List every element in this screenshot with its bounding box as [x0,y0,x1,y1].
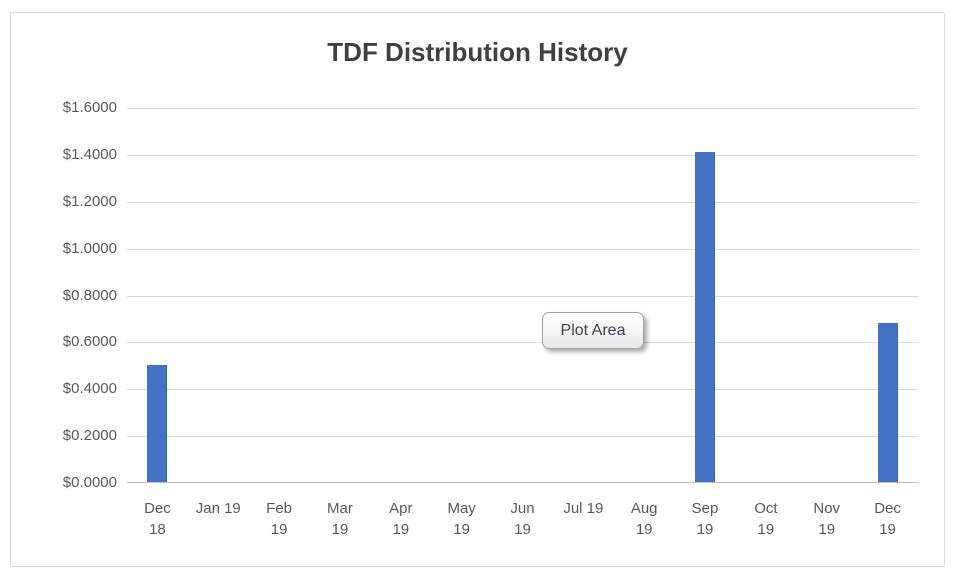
y-tick-label[interactable]: $0.2000 [62,427,117,445]
x-tick-label-line: Jan 19 [195,500,241,517]
x-tick-label-line: Mar [327,500,353,517]
x-tick-label-line: 19 [392,521,410,538]
plot-area-tooltip: Plot Area [542,312,644,349]
x-tick-label[interactable]: Dec 19 [857,498,918,540]
x-tick-label-line: May [447,500,476,517]
x-tick-label-line: 19 [514,521,531,538]
y-tick-label[interactable]: $1.4000 [62,145,117,163]
x-tick-label[interactable]: Sep 19 [675,498,736,540]
x-tick-label-line: Oct [754,500,778,517]
y-tick-label[interactable]: $0.6000 [62,333,117,351]
gridline [127,389,918,391]
x-tick-label[interactable]: May 19 [431,498,492,540]
x-tick-label-line: Dec [144,500,171,517]
y-tick-label[interactable]: $0.4000 [62,380,117,398]
x-tick-label-line: Aug [630,500,658,517]
x-tick-label-line: 19 [453,521,470,538]
x-tick-label[interactable]: Feb 19 [249,498,310,540]
gridline [127,248,918,250]
x-tick-label-line: 19 [270,521,288,538]
x-tick-label-line: 19 [696,521,714,538]
chart-title[interactable]: TDF Distribution History [327,37,628,67]
gridline [127,108,918,109]
chart-frame[interactable]: TDF Distribution History $0.0000 $0.2000 $… [10,12,945,567]
x-tick-label-line: Apr [389,500,413,517]
y-tick-label[interactable]: $0.8000 [62,286,117,304]
bar-dec-18[interactable] [147,364,168,482]
gridline [127,201,918,203]
x-tick-label-line: 19 [331,521,349,538]
x-tick-label-line: 19 [879,521,896,538]
x-tick-label-line: 19 [818,521,836,538]
y-tick-label[interactable]: $1.0000 [62,239,117,257]
x-tick-label-line: 19 [635,521,653,538]
x-tick-label-line: 19 [757,521,775,538]
x-tick-label[interactable]: Jul 19 [553,498,614,519]
x-tick-label[interactable]: Oct 19 [735,498,796,540]
plot-area-tooltip-label: Plot Area [560,321,626,339]
gridline [127,154,918,156]
gridline [127,295,918,297]
x-tick-label[interactable]: Dec 18 [127,498,188,540]
x-tick-label-line: Jun [510,500,535,517]
gridline [127,436,918,438]
bar-sep-19[interactable] [695,151,716,482]
x-tick-label[interactable]: Apr 19 [370,498,431,540]
x-tick-label-line: 18 [149,521,166,538]
x-tick-label[interactable]: Jan 19 [188,498,249,519]
x-tick-label[interactable]: Jun 19 [492,498,553,540]
x-tick-label-line: Sep [691,500,719,517]
plot-area[interactable] [127,108,918,483]
x-tick-label-line: Dec [874,500,901,517]
bar-dec-19[interactable] [877,322,898,482]
x-tick-label[interactable]: Nov 19 [796,498,857,540]
x-tick-label[interactable]: Aug 19 [614,498,675,540]
x-tick-label[interactable]: Mar 19 [310,498,371,540]
y-tick-label[interactable]: $0.0000 [62,474,117,491]
x-tick-label-line: Jul 19 [563,500,604,517]
y-tick-label[interactable]: $1.2000 [62,192,117,210]
x-tick-label-line: Nov [813,500,841,517]
x-tick-label-line: Feb [266,500,293,517]
gridline [127,342,918,344]
y-tick-label[interactable]: $1.6000 [62,99,117,116]
